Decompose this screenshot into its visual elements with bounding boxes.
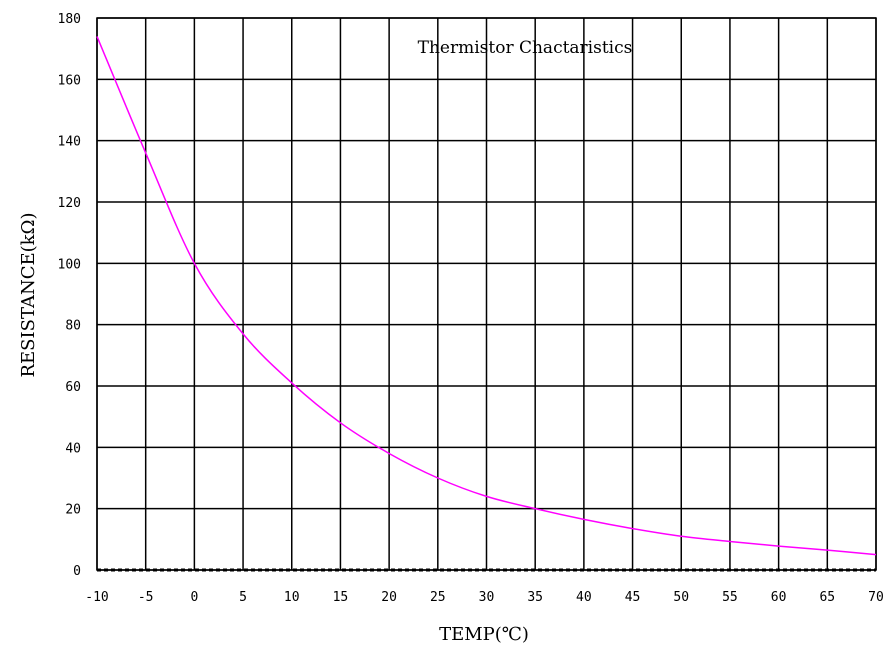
y-tick-labels: 0 20 40 60 80 100 120 140 160 180 [58,12,81,579]
x-tick-label: 30 [479,590,495,605]
y-tick-label: 60 [65,380,81,395]
x-tick-label: 10 [284,590,300,605]
y-tick-label: 20 [65,503,81,518]
x-tick-label: -10 [85,590,108,605]
y-tick-label: 120 [58,196,81,211]
y-tick-label: 0 [73,564,81,579]
x-tick-label: 70 [868,590,884,605]
y-tick-label: 80 [65,319,81,334]
y-tick-label: 160 [58,73,81,88]
y-tick-label: 40 [65,441,81,456]
x-tick-label: 65 [819,590,835,605]
x-tick-label: -5 [138,590,154,605]
x-tick-label: 60 [771,590,787,605]
x-tick-labels: -10 -5 0 5 10 15 20 25 30 35 40 45 50 55 60 65 70 [85,590,884,605]
x-tick-label: 40 [576,590,592,605]
y-tick-label: 140 [58,135,81,150]
x-tick-label: 25 [430,590,446,605]
y-tick-label: 100 [58,257,81,272]
x-tick-label: 0 [190,590,198,605]
x-tick-label: 50 [673,590,689,605]
chart-title: Thermistor Chactaristics [418,38,633,58]
x-tick-label: 20 [381,590,397,605]
plot-frame [96,17,877,571]
series-line [96,36,877,556]
grid-lines [96,17,877,571]
series-layer [96,36,877,556]
x-tick-label: 45 [625,590,641,605]
y-tick-label: 180 [58,12,81,27]
x-axis-label: TEMP(℃) [439,624,529,645]
x-tick-label: 15 [333,590,349,605]
y-axis-label: RESISTANCE(kΩ) [18,212,39,377]
x-tick-label: 5 [239,590,247,605]
x-tick-label: 35 [527,590,543,605]
x-tick-label: 55 [722,590,738,605]
